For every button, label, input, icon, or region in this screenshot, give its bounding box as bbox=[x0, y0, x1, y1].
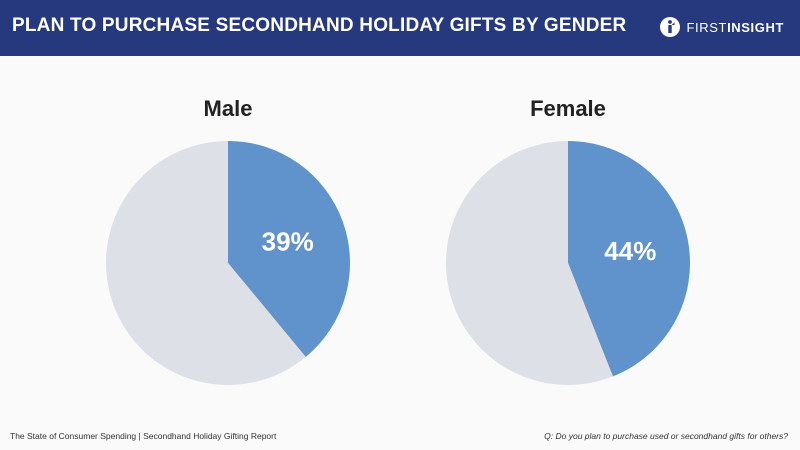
page-title: PLAN TO PURCHASE SECONDHAND HOLIDAY GIFT… bbox=[12, 15, 627, 36]
brand-logo: FIRSTINSIGHT bbox=[659, 16, 785, 38]
female-pie-slice-other bbox=[445, 141, 613, 385]
male-pie-data-label: 39% bbox=[262, 227, 314, 257]
brand-name: FIRSTINSIGHT bbox=[687, 20, 785, 35]
first-insight-logo-icon bbox=[659, 17, 680, 37]
header-bar: PLAN TO PURCHASE SECONDHAND HOLIDAY GIFT… bbox=[0, 0, 800, 56]
male-pie-slice-other bbox=[105, 141, 306, 385]
brand-name-insight: INSIGHT bbox=[727, 19, 784, 35]
footer-source: The State of Consumer Spending | Secondh… bbox=[10, 431, 277, 441]
female-pie-slice-yes bbox=[568, 141, 690, 377]
female-pie-data-label: 44% bbox=[604, 236, 656, 266]
male-chart-title: Male bbox=[203, 96, 253, 121]
male-pie-slice-yes bbox=[228, 141, 350, 358]
brand-name-first: FIRST bbox=[686, 19, 728, 35]
footer-question: Q: Do you plan to purchase used or secon… bbox=[544, 431, 788, 441]
female-chart-title: Female bbox=[530, 96, 606, 121]
